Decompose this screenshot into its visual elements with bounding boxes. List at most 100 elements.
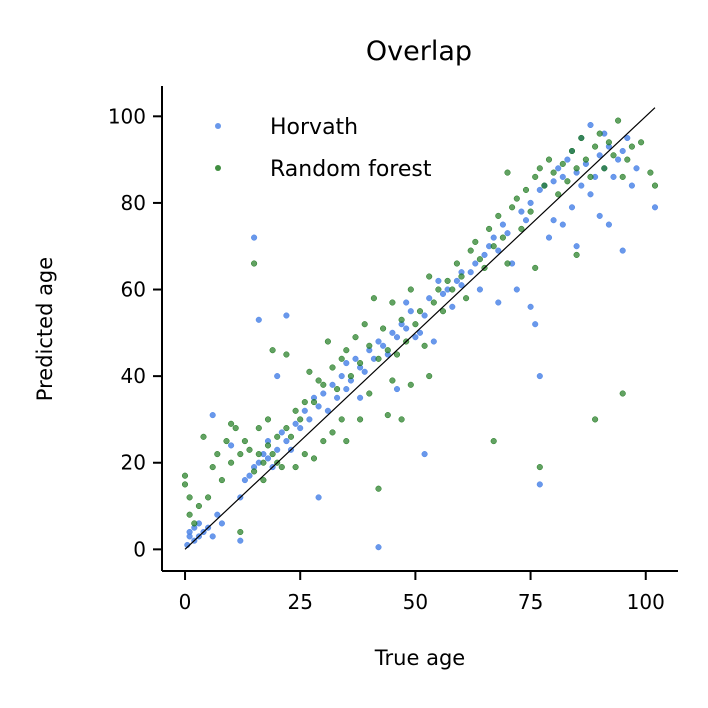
horvath-point bbox=[536, 373, 543, 380]
random-forest-point bbox=[375, 485, 382, 492]
horvath-point bbox=[412, 334, 419, 341]
horvath-point bbox=[615, 156, 622, 163]
horvath-point bbox=[186, 528, 193, 536]
random-forest-point bbox=[223, 438, 230, 445]
horvath-point bbox=[292, 420, 299, 427]
horvath-point bbox=[499, 221, 506, 228]
horvath-point bbox=[587, 191, 594, 198]
legend-label-horvath: Horvath bbox=[270, 115, 358, 140]
random-forest-point bbox=[260, 459, 267, 466]
horvath-point bbox=[246, 472, 253, 479]
random-forest-point bbox=[278, 464, 285, 471]
random-forest-point bbox=[559, 160, 566, 167]
random-forest-point bbox=[527, 208, 534, 215]
random-forest-point bbox=[467, 247, 474, 254]
random-forest-point bbox=[186, 511, 193, 518]
random-forest-point bbox=[541, 182, 548, 189]
horvath-point bbox=[324, 407, 331, 414]
horvath-point bbox=[237, 537, 244, 544]
random-forest-point bbox=[536, 165, 543, 172]
horvath-point bbox=[297, 425, 304, 432]
random-forest-point bbox=[186, 494, 193, 501]
random-forest-point bbox=[255, 451, 262, 458]
horvath-point bbox=[545, 234, 553, 241]
horvath-point bbox=[393, 386, 401, 393]
random-forest-point bbox=[624, 156, 631, 163]
horvath-point bbox=[421, 451, 428, 458]
y-ticks: 0 20 40 60 80 100 bbox=[108, 104, 162, 561]
x-tick-label: 100 bbox=[627, 590, 665, 614]
horvath-point bbox=[283, 312, 290, 319]
horvath-point bbox=[209, 412, 216, 419]
random-forest-point bbox=[573, 165, 580, 172]
random-forest-point bbox=[255, 425, 262, 432]
horvath-point bbox=[375, 338, 382, 345]
random-forest-point bbox=[573, 251, 580, 258]
random-forest-point bbox=[476, 256, 483, 263]
random-forest-point bbox=[615, 117, 622, 124]
horvath-point bbox=[518, 208, 525, 215]
horvath-point bbox=[550, 178, 557, 185]
random-forest-point bbox=[582, 156, 589, 163]
random-forest-point bbox=[555, 191, 562, 198]
horvath-point bbox=[458, 282, 465, 289]
random-forest-point bbox=[610, 152, 617, 159]
random-forest-point bbox=[596, 130, 603, 137]
horvath-point bbox=[416, 329, 424, 336]
x-tick-label: 0 bbox=[179, 590, 192, 614]
horvath-point bbox=[619, 147, 626, 155]
random-forest-point bbox=[228, 420, 235, 427]
random-forest-point bbox=[375, 355, 382, 362]
horvath-point bbox=[495, 299, 502, 306]
random-forest-point bbox=[301, 399, 308, 406]
horvath-point bbox=[628, 182, 635, 189]
random-forest-point bbox=[545, 156, 553, 163]
random-forest-point bbox=[619, 390, 626, 397]
legend-marker-random-forest bbox=[215, 165, 221, 171]
horvath-point bbox=[274, 373, 281, 380]
horvath-point bbox=[320, 390, 327, 397]
random-forest-point bbox=[218, 477, 225, 484]
horvath-point bbox=[228, 442, 235, 449]
random-forest-point bbox=[628, 143, 635, 150]
y-tick-label: 60 bbox=[121, 278, 146, 302]
horvath-point bbox=[278, 429, 285, 436]
horvath-point bbox=[490, 234, 497, 241]
random-forest-point bbox=[320, 381, 327, 388]
x-tick-label: 25 bbox=[287, 590, 312, 614]
random-forest-point bbox=[338, 355, 345, 362]
random-forest-point bbox=[486, 225, 493, 232]
random-forest-point bbox=[550, 169, 557, 176]
random-forest-point bbox=[499, 234, 506, 241]
random-forest-point bbox=[444, 277, 451, 284]
random-forest-point bbox=[638, 139, 645, 146]
horvath-point bbox=[361, 368, 368, 375]
random-forest-point bbox=[320, 438, 327, 445]
random-forest-point bbox=[504, 260, 511, 267]
random-forest-point bbox=[343, 438, 350, 445]
horvath-point bbox=[587, 121, 594, 129]
horvath-point bbox=[352, 355, 359, 362]
random-forest-point bbox=[269, 347, 276, 354]
horvath-point bbox=[453, 277, 460, 284]
horvath-point bbox=[481, 251, 488, 258]
horvath-point bbox=[315, 403, 322, 410]
legend-marker-horvath bbox=[215, 123, 221, 129]
random-forest-point bbox=[605, 139, 612, 146]
horvath-point bbox=[476, 286, 483, 293]
x-axis-label: True age bbox=[374, 646, 465, 670]
random-forest-point bbox=[329, 429, 336, 436]
random-forest-point bbox=[587, 173, 594, 180]
random-forest-point bbox=[495, 212, 502, 219]
horvath-point bbox=[403, 299, 410, 306]
random-forest-point bbox=[251, 468, 258, 475]
horvath-point bbox=[218, 520, 225, 527]
random-forest-point bbox=[181, 472, 189, 479]
horvath-point bbox=[329, 381, 336, 388]
random-forest-point bbox=[292, 464, 299, 471]
random-forest-point bbox=[324, 338, 331, 345]
random-forest-point bbox=[449, 286, 456, 293]
random-forest-point bbox=[310, 399, 318, 406]
horvath-point bbox=[426, 295, 433, 302]
horvath-point bbox=[283, 438, 290, 445]
